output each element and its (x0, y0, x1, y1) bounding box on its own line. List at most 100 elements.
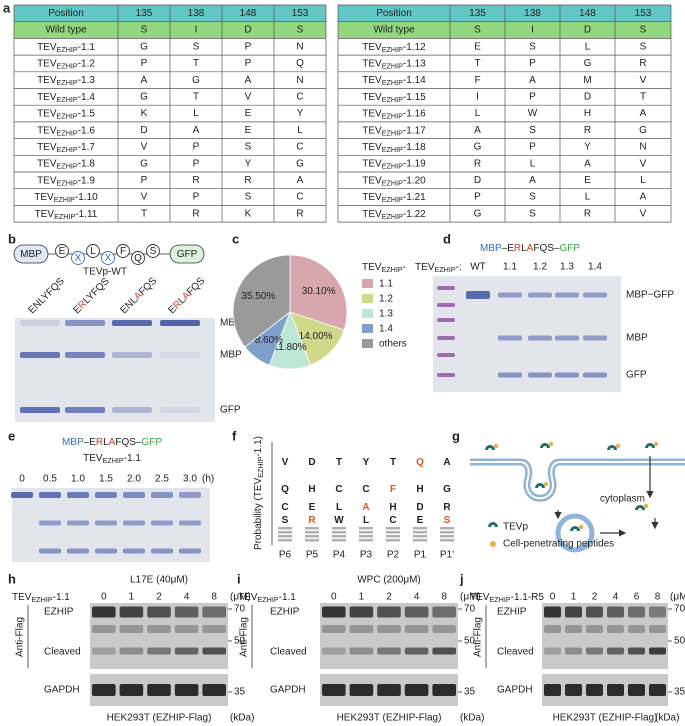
table-cell: S (245, 142, 252, 153)
table-cell: E (474, 41, 481, 52)
panel-label: g (452, 428, 460, 443)
gel-band (555, 292, 579, 298)
text-part: FQS– (115, 437, 142, 448)
table-cell: P (529, 58, 536, 69)
gel-band (555, 372, 579, 378)
blot (542, 603, 668, 669)
panel-label: i (237, 571, 241, 586)
unit-label: (μM) (230, 592, 251, 603)
gel-band (583, 372, 607, 378)
text-part: TEV (37, 41, 57, 52)
position-label: P5 (306, 550, 319, 561)
logo-letter: T (336, 457, 342, 468)
logo-letter: C (362, 484, 369, 495)
text-part: H (389, 502, 396, 513)
gel-band (119, 684, 144, 696)
unit-label: (μM) (670, 592, 685, 603)
gel-band (349, 684, 374, 696)
text-part: Q (416, 457, 424, 468)
table-cell: Q (296, 58, 304, 69)
text-part: EZHIP (382, 178, 403, 187)
gel-band (586, 625, 603, 633)
gel-band (39, 548, 61, 554)
table-cell: H (584, 108, 591, 119)
logo-residue (386, 535, 400, 538)
cell-label: HEK293T (EZHIP-Flag) (337, 713, 442, 724)
marker-label: 70 (234, 604, 246, 615)
table-cell: I (195, 25, 198, 36)
gel-band (649, 647, 666, 655)
gel-band (65, 352, 105, 358)
band-label: Cleaved (497, 647, 534, 658)
table-header: 138 (188, 8, 205, 19)
table-cell: P (245, 41, 252, 52)
legend-label: 1.2 (379, 294, 393, 305)
table-cell: F (474, 75, 480, 86)
gel-band (649, 684, 666, 696)
text-part: TEV (362, 41, 382, 52)
gel-band (174, 647, 199, 655)
membrane-inner (470, 461, 685, 500)
table-cell: I (531, 25, 534, 36)
table-cell: K (245, 208, 252, 219)
construct-label: S (150, 246, 157, 257)
slice-label: 11.80% (273, 342, 306, 353)
text-part: EZHIP (57, 95, 78, 104)
text-part: C (362, 484, 369, 495)
peptide-icon (615, 443, 621, 449)
residue-circle (86, 244, 100, 258)
gel-band (202, 684, 226, 696)
text-part: A (527, 243, 534, 254)
text-part: R (308, 515, 316, 526)
legend-title: TEVEZHIP- (362, 262, 406, 274)
logo-residue (413, 539, 427, 542)
gel-band (404, 606, 429, 618)
gel-band (586, 684, 603, 696)
logo-letter: L (363, 515, 369, 526)
gel-band (123, 520, 145, 526)
logo-residue (332, 535, 346, 538)
marker-label: 35 (674, 687, 685, 698)
position-label: P1' (440, 550, 454, 561)
gel-band (92, 647, 116, 655)
table-row-label: TEVEZHIP-1.14 (362, 75, 426, 87)
gel-band (404, 625, 429, 633)
gel-band (202, 647, 226, 655)
text-part: TEV (37, 158, 57, 169)
table-cell: G (296, 158, 304, 169)
text-part: TEV (362, 158, 382, 169)
logo-residue (440, 527, 454, 530)
logo-letter: G (443, 484, 451, 495)
table-cell: M (583, 75, 591, 86)
table-cell: G (140, 158, 148, 169)
logo-letter: S (444, 515, 451, 526)
logo-residue (413, 535, 427, 538)
gel-band (160, 320, 200, 326)
logo-letter: C (335, 484, 342, 495)
text-part: -1.12 (403, 41, 426, 52)
text-part: Probability (TEV (253, 477, 264, 550)
time-label: 2.5 (155, 474, 169, 485)
text-part: C (335, 484, 342, 495)
text-part: TEV (34, 192, 54, 203)
logo-residue (332, 527, 346, 530)
text-part: TEV (362, 142, 382, 153)
gel (15, 318, 215, 422)
gel-band (202, 625, 226, 633)
table-cell: D (584, 25, 591, 36)
table-cell: V (141, 142, 148, 153)
gel-band (67, 520, 89, 526)
gel-band (179, 548, 201, 554)
table-row-label: TEVEZHIP-1.7 (37, 142, 95, 154)
gel-band (123, 548, 145, 554)
table-cell: A (529, 175, 536, 186)
table-cell: S (193, 41, 200, 52)
text-part: GFP (559, 243, 580, 254)
tevp-icon (488, 522, 498, 527)
table-cell: T (640, 91, 646, 102)
gel-band (147, 625, 171, 633)
gel-band (377, 647, 401, 655)
gel-band (432, 647, 456, 655)
text-part: S (444, 515, 451, 526)
position-label: P6 (279, 550, 292, 561)
